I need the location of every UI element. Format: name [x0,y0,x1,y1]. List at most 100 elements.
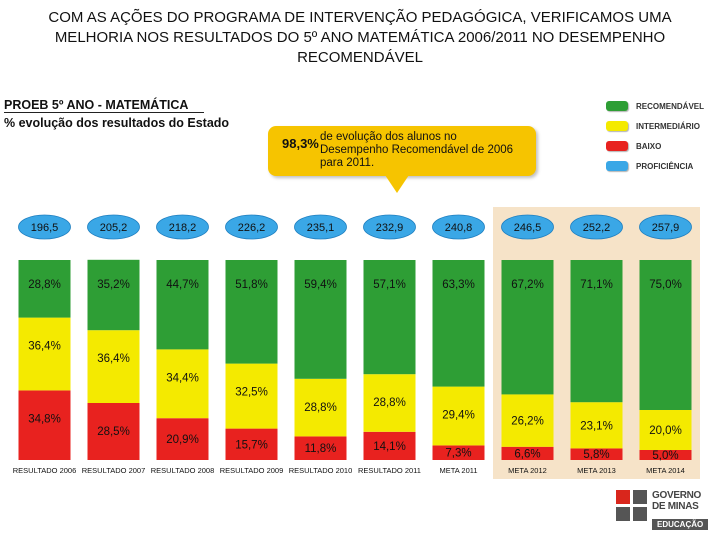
data-label: 28,8% [28,279,61,291]
category-label: META 2014 [646,466,685,475]
legend-label: INTERMEDIÁRIO [636,121,700,131]
proficiency-label: 246,5 [514,222,542,234]
data-label: 15,7% [235,439,268,451]
proficiency-label: 226,2 [238,222,266,234]
bar-segment-intermediário [570,402,623,449]
data-label: 28,5% [97,426,130,438]
bar-segment-intermediário [18,317,71,391]
callout-pointer [385,175,409,193]
data-label: 28,8% [373,397,406,409]
legend-label: PROFICIÊNCIA [636,161,694,171]
legend: RECOMENDÁVEL INTERMEDIÁRIO BAIXO PROFICIÊNC… [606,96,704,176]
governo-minas-logo: GOVERNO DE MINAS EDUCAÇÃO [616,488,709,534]
logo-dept: EDUCAÇÃO [652,519,709,530]
bar-segment-baixo [570,448,623,460]
data-label: 59,4% [304,279,337,291]
legend-item: RECOMENDÁVEL [606,96,704,116]
category-label: META 2012 [508,466,547,475]
proficiency-bubble [501,214,554,240]
logo-name: GOVERNO DE MINAS [652,490,701,512]
bar-segment-baixo [18,390,71,460]
legend-swatch [606,161,628,171]
evolution-callout: 98,3% de evolução dos alunos no Desempen… [268,126,536,176]
proficiency-bubble [570,214,623,240]
bar-segment-baixo [156,418,209,460]
data-label: 5,0% [652,450,678,462]
bar-segment-recomendável [18,260,71,318]
data-label: 34,8% [28,413,61,425]
data-label: 29,4% [442,410,475,422]
logo-line-1: GOVERNO [652,490,702,501]
category-label: RESULTADO 2010 [289,466,353,475]
bar-segment-baixo [363,431,416,460]
data-label: 63,3% [442,279,475,291]
logo-line-2: DE MINAS [652,501,699,512]
category-label: RESULTADO 2008 [151,466,215,475]
bar-segment-intermediário [87,330,140,403]
bar-segment-intermediário [363,374,416,432]
proficiency-bubble [87,214,140,240]
stacked-bar-chart: 34,8% 36,4% 28,8% 196,5 RESULTADO 2006 28,5% 3… [13,207,700,479]
data-label: 20,0% [649,425,682,437]
data-label: 36,4% [28,341,61,353]
legend-item: PROFICIÊNCIA [606,156,704,176]
data-label: 51,8% [235,279,268,291]
bar-segment-baixo [501,446,554,460]
page-title: COM AS AÇÕES DO PROGRAMA DE INTERVENÇÃO … [48,9,672,66]
bar-segment-baixo [87,403,140,460]
bar-segment-recomendável [87,259,140,331]
proficiency-bubble [432,214,485,240]
legend-swatch [606,101,628,111]
data-label: 32,5% [235,387,268,399]
legend-swatch [606,121,628,131]
bar-segment-recomendável [501,260,554,395]
data-label: 35,2% [97,279,130,291]
category-label: META 2013 [577,466,616,475]
callout-percent: 98,3% [282,136,319,151]
series-note: % evolução dos resultados do Estado [4,116,230,130]
bar-segment-recomendável [225,260,278,364]
category-label: RESULTADO 2007 [82,466,146,475]
bar-segment-intermediário [501,394,554,447]
proficiency-label: 257,9 [652,222,680,234]
bar-segment-baixo [639,450,692,460]
proficiency-bubble [294,214,347,240]
data-label: 71,1% [580,279,613,291]
callout-text: de evolução dos alunos no Desempenho Rec… [320,131,514,169]
proficiency-bubble [639,214,692,240]
proficiency-label: 196,5 [31,222,59,234]
data-label: 26,2% [511,416,544,428]
proficiency-bubble [363,214,416,240]
proficiency-label: 240,8 [445,222,473,234]
data-label: 7,3% [445,448,471,460]
bar-segment-recomendável [570,260,623,403]
category-label: META 2011 [439,466,477,475]
bar-segment-recomendável [294,260,347,379]
bar-segment-recomendável [156,260,209,350]
bar-segment-intermediário [639,410,692,450]
bar-segment-baixo [294,436,347,460]
category-label: RESULTADO 2006 [13,466,77,475]
proficiency-label: 205,2 [100,222,128,234]
data-label: 11,8% [305,443,337,455]
data-label: 44,7% [166,279,199,291]
category-label: RESULTADO 2011 [358,466,421,475]
data-label: 20,9% [166,434,199,446]
data-label: 6,6% [514,448,540,460]
legend-label: RECOMENDÁVEL [636,101,705,111]
legend-item: INTERMEDIÁRIO [606,116,704,136]
data-label: 34,4% [166,372,199,384]
bar-segment-baixo [432,445,485,460]
chart-subtitle: PROEB 5º ANO - MATEMÁTICA [4,98,205,113]
legend-item: BAIXO [606,136,704,156]
bar-segment-recomendável [363,260,416,375]
legend-label: BAIXO [636,141,662,151]
bar-segment-recomendável [432,260,485,387]
proficiency-label: 235,1 [307,222,335,234]
subtitle-block: PROEB 5º ANO - MATEMÁTICA % evolução dos… [4,98,229,130]
proficiency-bubble [18,214,71,240]
logo-mark-icon [616,490,647,521]
bar-segment-intermediário [225,363,278,429]
data-label: 57,1% [373,279,406,291]
category-label: RESULTADO 2009 [220,466,284,475]
